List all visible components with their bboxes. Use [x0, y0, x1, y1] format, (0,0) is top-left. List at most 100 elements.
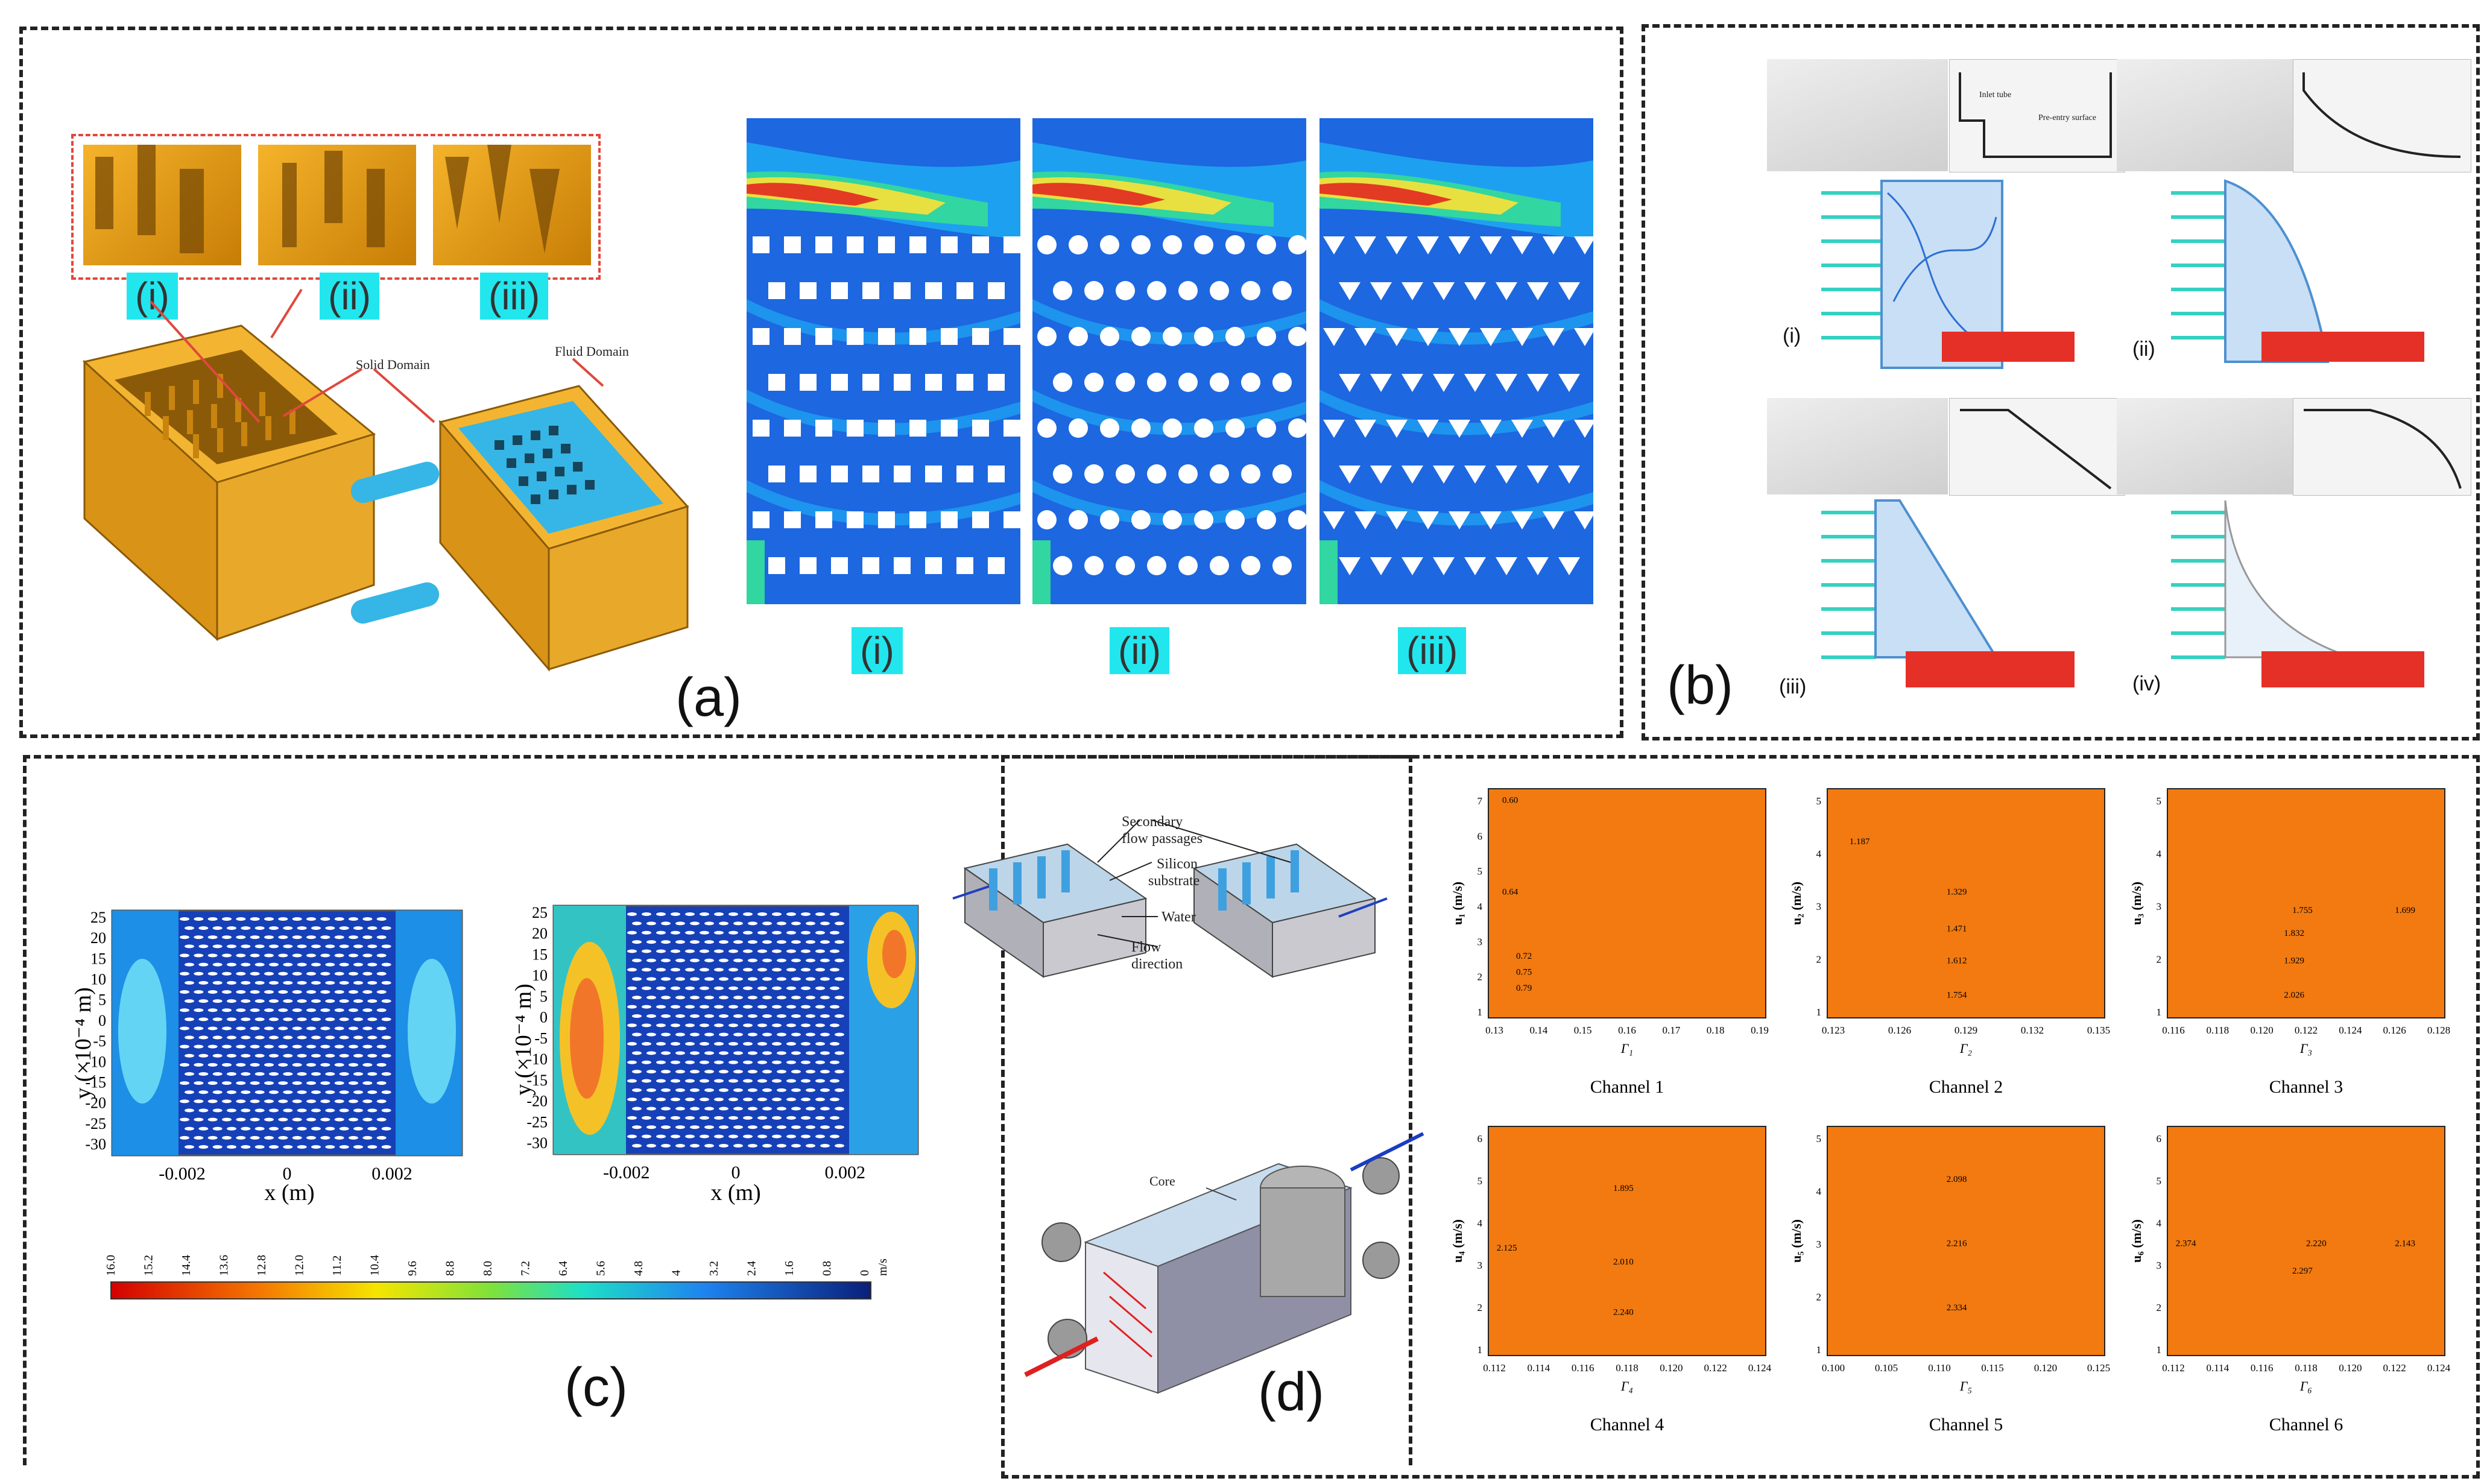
flow-obstacle: [1574, 328, 1596, 346]
pin-fin: [297, 1145, 307, 1149]
pin-fin: [806, 1070, 815, 1074]
x-tick-label: 0.116: [2251, 1362, 2274, 1374]
pin-fin: [264, 1117, 274, 1122]
pin-fin: [646, 921, 656, 926]
contour-level-label: 2.297: [2292, 1266, 2313, 1276]
flow-obstacle: [1210, 281, 1229, 300]
x-tick-label: 0.002: [371, 1164, 412, 1184]
pin-fin: [772, 1116, 782, 1120]
flow-obstacle: [1003, 420, 1020, 437]
pin-fin: [627, 1042, 637, 1046]
pin-fin: [757, 1116, 767, 1120]
flow-obstacle: [768, 557, 785, 574]
flow-obstacle: [1433, 466, 1455, 484]
pin-fin: [185, 999, 194, 1003]
pin-fin: [334, 1099, 344, 1104]
y-tick-label: 5: [540, 988, 548, 1005]
flow-obstacle: [1147, 373, 1166, 392]
y-tick-label: 15: [90, 950, 106, 967]
pin-fin: [830, 1060, 839, 1064]
pin-fin: [733, 958, 743, 962]
pin-fin: [353, 926, 363, 930]
flow-obstacle: [847, 236, 864, 253]
pin-fin: [690, 1107, 700, 1111]
pin-fin: [306, 1008, 316, 1012]
pin-fin: [207, 1008, 218, 1012]
pin-fin: [227, 962, 236, 967]
flow-obstacle: [1069, 418, 1088, 438]
pin-fin: [835, 996, 844, 1000]
pin-fin: [325, 980, 335, 985]
velocity-plot-right: [552, 905, 919, 1155]
y-tick-label: 25: [90, 909, 106, 926]
pin-fin: [222, 1026, 232, 1031]
y-tick-label: 5: [1477, 866, 1483, 877]
flow-obstacle: [956, 374, 973, 391]
pin-fin: [642, 968, 651, 972]
flow-obstacle: [909, 511, 926, 528]
pin-fin: [757, 1042, 767, 1046]
pin-fin: [297, 1035, 307, 1040]
chart-frame: [1827, 1126, 2105, 1356]
pin-fin: [367, 1072, 378, 1076]
pin-fin: [714, 1097, 724, 1102]
contour-level-label: 2.125: [1497, 1243, 1517, 1253]
pin-fin: [207, 1026, 218, 1031]
pin-fin: [791, 921, 801, 926]
pin-fin: [815, 949, 825, 953]
pin-fin: [227, 926, 236, 930]
flow-obstacle: [1178, 556, 1198, 575]
flow-obstacle: [1084, 556, 1104, 575]
pin-fin: [772, 949, 782, 953]
pin-fin: [283, 926, 293, 930]
y-tick-label: -10: [85, 1053, 106, 1070]
pin-fin: [236, 971, 246, 976]
pin-fin: [801, 1042, 811, 1046]
pin-fin: [320, 1117, 330, 1122]
pin-fin: [222, 1099, 232, 1104]
pin-fin: [690, 958, 700, 962]
pin-fin: [728, 1079, 738, 1083]
pin-fin: [646, 1107, 656, 1111]
pin-fin: [700, 986, 709, 990]
flow-obstacle: [784, 511, 801, 528]
pin-fin: [777, 958, 786, 962]
pin-fin: [250, 1135, 260, 1140]
pin-fin: [362, 1135, 373, 1140]
y-tick-label: 1: [2157, 1006, 2162, 1018]
pin-fin: [627, 1060, 637, 1064]
pin-fin: [791, 1088, 801, 1092]
pin-fin: [264, 917, 274, 921]
x-tick-label: 0.100: [1822, 1362, 1845, 1374]
pin-fin: [762, 1088, 772, 1092]
pin-fin: [830, 1116, 839, 1120]
pin-fin: [353, 1053, 363, 1058]
pin-fin: [627, 968, 637, 972]
flow-obstacle: [1386, 328, 1408, 346]
pin-fin: [801, 1005, 811, 1009]
pin-fin: [292, 1026, 302, 1031]
pin-fin: [349, 1026, 358, 1031]
pin-fin: [376, 1026, 387, 1031]
pin-fin: [835, 1125, 844, 1129]
schematic-lines: [1959, 72, 2462, 490]
x-tick-label: -0.002: [603, 1163, 650, 1182]
pin-fin: [320, 1026, 330, 1031]
pin-fin: [339, 944, 349, 949]
pin-fin: [646, 958, 656, 962]
pin-fin: [704, 1144, 714, 1148]
y-tick-label: 15: [532, 946, 548, 963]
pin-fin: [791, 977, 801, 981]
flow-obstacle: [1433, 374, 1455, 392]
pin-fin: [376, 1008, 387, 1012]
pin-fin: [685, 986, 695, 990]
pin-fin: [656, 1005, 666, 1009]
pin-fin: [283, 1145, 293, 1149]
pin-fin: [180, 1135, 189, 1140]
flow-obstacle: [1339, 466, 1361, 484]
pin-fin: [748, 1032, 757, 1037]
flow-obstacle: [1116, 464, 1135, 484]
y-axis-label: u₃ (m/s): [2129, 882, 2144, 925]
pin-fin: [381, 1108, 391, 1113]
y-axis-label: u₆ (m/s): [2129, 1219, 2144, 1263]
